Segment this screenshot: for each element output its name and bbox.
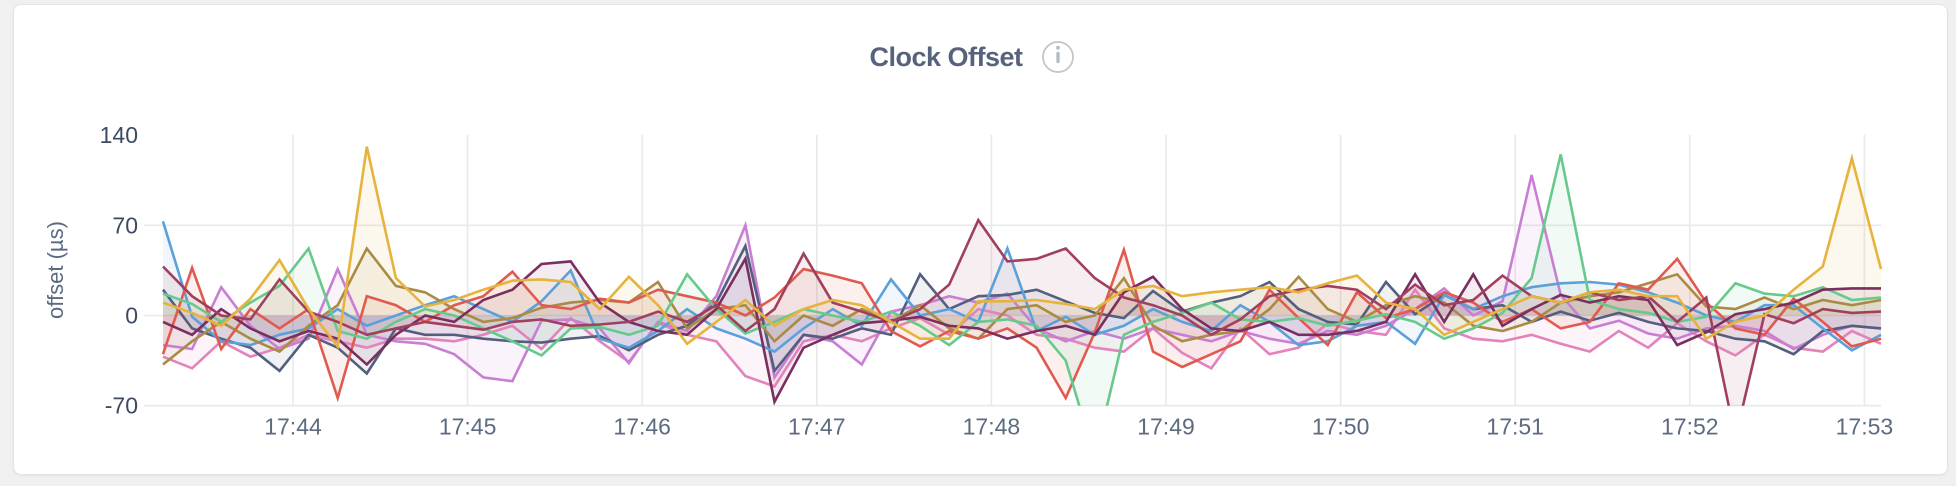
svg-text:offset (µs): offset (µs) (43, 221, 68, 319)
svg-text:-70: -70 (105, 393, 138, 419)
svg-text:17:53: 17:53 (1836, 414, 1894, 440)
svg-text:17:51: 17:51 (1486, 414, 1544, 440)
svg-text:0: 0 (125, 303, 138, 329)
svg-text:Clock Offset: Clock Offset (869, 42, 1023, 72)
svg-text:70: 70 (112, 212, 138, 238)
svg-text:140: 140 (100, 122, 138, 148)
svg-text:17:50: 17:50 (1312, 414, 1370, 440)
svg-text:17:46: 17:46 (613, 414, 671, 440)
svg-text:17:45: 17:45 (439, 414, 497, 440)
svg-text:17:48: 17:48 (963, 414, 1021, 440)
svg-text:17:47: 17:47 (788, 414, 846, 440)
svg-text:17:52: 17:52 (1661, 414, 1719, 440)
svg-text:17:49: 17:49 (1137, 414, 1195, 440)
svg-text:17:44: 17:44 (264, 414, 322, 440)
